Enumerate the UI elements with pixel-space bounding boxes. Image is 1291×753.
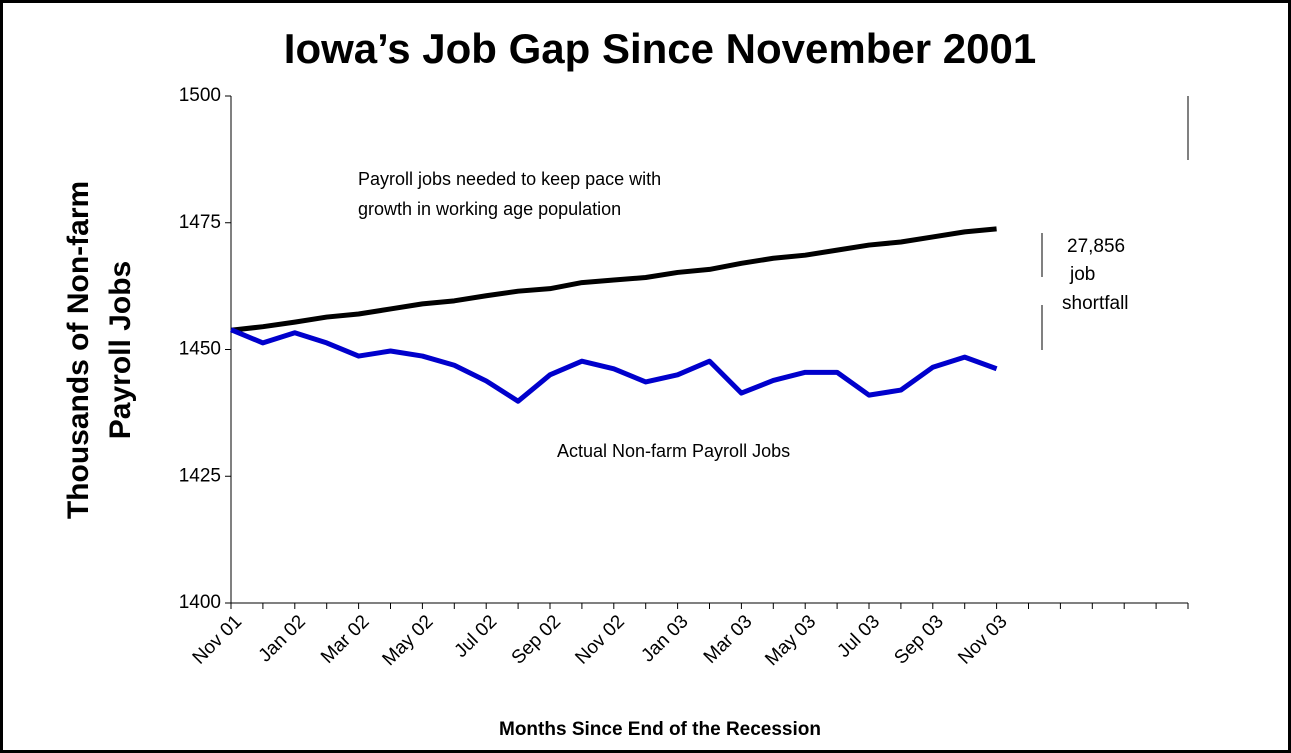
y-axis-title: Thousands of Non-farm: [62, 181, 95, 519]
x-tick-label: Jan 03: [637, 611, 692, 666]
y-axis-title: Payroll Jobs: [104, 261, 137, 439]
x-tick-label: Jul 03: [833, 611, 884, 662]
x-tick-label: Nov 01: [189, 611, 246, 668]
x-tick-label: Jul 02: [451, 611, 502, 662]
series-label: Actual Non-farm Payroll Jobs: [557, 441, 790, 461]
y-tick-label: 1500: [179, 85, 221, 106]
x-tick-label: Jan 02: [255, 611, 310, 666]
annotation: job: [1069, 264, 1095, 285]
x-tick-label: Nov 02: [571, 611, 628, 668]
chart-title: Iowa’s Job Gap Since November 2001: [284, 25, 1036, 72]
series-line: [230, 327, 998, 404]
annotation: 27,856: [1067, 236, 1125, 257]
x-tick-label: Mar 02: [317, 611, 374, 668]
x-tick-label: Mar 03: [700, 611, 757, 668]
y-tick-label: 1450: [179, 339, 221, 360]
annotation: shortfall: [1062, 293, 1129, 314]
y-tick-label: 1425: [179, 465, 221, 486]
y-tick-label: 1475: [179, 212, 221, 233]
x-axis-title: Months Since End of the Recession: [499, 719, 821, 740]
y-tick-label: 1400: [179, 592, 221, 613]
x-tick-label: Nov 03: [954, 611, 1011, 668]
x-tick-label: Sep 03: [890, 611, 947, 668]
series-line: [230, 226, 997, 333]
x-tick-label: May 02: [379, 611, 438, 670]
x-tick-label: May 03: [761, 611, 820, 670]
series-label: Payroll jobs needed to keep pace with gro…: [358, 169, 661, 219]
x-tick-label: Sep 02: [508, 611, 565, 668]
